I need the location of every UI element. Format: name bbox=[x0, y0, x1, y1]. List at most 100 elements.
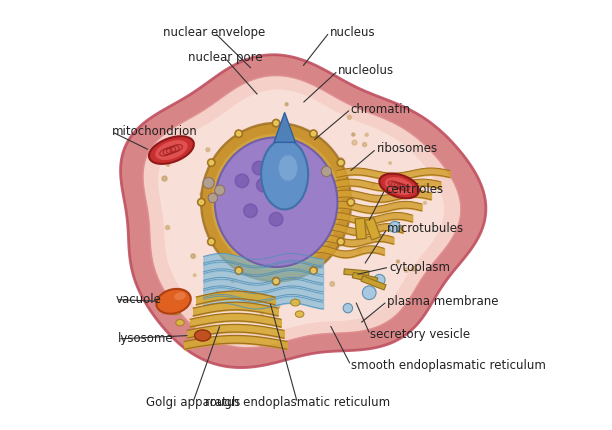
Text: lysosome: lysosome bbox=[118, 332, 174, 345]
Circle shape bbox=[237, 132, 241, 136]
Text: plasma membrane: plasma membrane bbox=[387, 295, 499, 308]
Circle shape bbox=[215, 291, 220, 295]
Text: nucleolus: nucleolus bbox=[338, 64, 394, 77]
Circle shape bbox=[206, 148, 210, 152]
Circle shape bbox=[244, 204, 257, 218]
Circle shape bbox=[302, 151, 305, 154]
Circle shape bbox=[394, 222, 398, 226]
Circle shape bbox=[231, 280, 234, 283]
Text: secretory vesicle: secretory vesicle bbox=[370, 328, 470, 341]
Circle shape bbox=[209, 160, 214, 165]
Circle shape bbox=[166, 163, 170, 166]
Circle shape bbox=[276, 305, 280, 309]
Ellipse shape bbox=[379, 174, 419, 198]
Circle shape bbox=[389, 162, 392, 164]
Circle shape bbox=[239, 247, 243, 251]
Ellipse shape bbox=[385, 177, 413, 195]
Circle shape bbox=[237, 268, 241, 273]
Circle shape bbox=[374, 274, 385, 286]
Circle shape bbox=[357, 248, 362, 252]
Circle shape bbox=[412, 266, 416, 271]
Circle shape bbox=[347, 198, 355, 206]
Text: nucleus: nucleus bbox=[329, 26, 375, 39]
Circle shape bbox=[424, 202, 427, 204]
Circle shape bbox=[371, 183, 375, 187]
Circle shape bbox=[343, 304, 353, 313]
Text: smooth endoplasmatic reticulum: smooth endoplasmatic reticulum bbox=[351, 359, 546, 372]
Polygon shape bbox=[361, 276, 386, 290]
Circle shape bbox=[424, 184, 427, 186]
Circle shape bbox=[337, 238, 345, 246]
Circle shape bbox=[165, 225, 170, 230]
Circle shape bbox=[349, 200, 353, 204]
Ellipse shape bbox=[201, 123, 351, 281]
Ellipse shape bbox=[171, 307, 181, 315]
Polygon shape bbox=[274, 113, 296, 142]
Circle shape bbox=[235, 174, 248, 187]
Text: ribosomes: ribosomes bbox=[376, 142, 438, 155]
Circle shape bbox=[278, 191, 291, 205]
Circle shape bbox=[321, 166, 332, 177]
Circle shape bbox=[310, 267, 317, 274]
Text: vacuole: vacuole bbox=[116, 293, 162, 306]
Polygon shape bbox=[158, 89, 444, 335]
Ellipse shape bbox=[156, 289, 191, 314]
Circle shape bbox=[215, 185, 225, 195]
Circle shape bbox=[221, 292, 224, 295]
Circle shape bbox=[312, 268, 316, 273]
Circle shape bbox=[355, 231, 359, 236]
Circle shape bbox=[269, 212, 283, 226]
Circle shape bbox=[285, 103, 288, 106]
Text: chromatin: chromatin bbox=[351, 102, 411, 116]
Polygon shape bbox=[143, 76, 461, 348]
Circle shape bbox=[235, 130, 242, 138]
Circle shape bbox=[260, 311, 264, 315]
Circle shape bbox=[252, 161, 266, 175]
Ellipse shape bbox=[296, 311, 304, 317]
Circle shape bbox=[274, 279, 278, 283]
Circle shape bbox=[191, 254, 195, 258]
Text: nuclear pore: nuclear pore bbox=[187, 51, 262, 64]
Text: rough endoplasmatic reticulum: rough endoplasmatic reticulum bbox=[205, 396, 390, 409]
Polygon shape bbox=[344, 269, 369, 276]
Text: centrioles: centrioles bbox=[385, 183, 443, 196]
Ellipse shape bbox=[155, 140, 188, 160]
Circle shape bbox=[235, 267, 242, 274]
Circle shape bbox=[207, 159, 215, 166]
Circle shape bbox=[310, 130, 317, 138]
Circle shape bbox=[339, 157, 343, 161]
Text: mitochondrion: mitochondrion bbox=[111, 125, 197, 138]
Circle shape bbox=[352, 140, 357, 145]
Ellipse shape bbox=[176, 319, 184, 326]
Circle shape bbox=[193, 274, 196, 276]
Circle shape bbox=[362, 286, 376, 300]
Polygon shape bbox=[121, 55, 486, 368]
Circle shape bbox=[267, 135, 270, 138]
Circle shape bbox=[232, 217, 236, 221]
Circle shape bbox=[223, 151, 228, 156]
Ellipse shape bbox=[149, 136, 194, 164]
Circle shape bbox=[352, 133, 355, 136]
Circle shape bbox=[208, 193, 217, 203]
Circle shape bbox=[389, 221, 400, 233]
Circle shape bbox=[209, 240, 214, 244]
Ellipse shape bbox=[291, 299, 300, 306]
Circle shape bbox=[200, 192, 205, 197]
Circle shape bbox=[274, 121, 278, 125]
Circle shape bbox=[198, 198, 205, 206]
Ellipse shape bbox=[195, 330, 211, 341]
Text: microtubules: microtubules bbox=[387, 222, 465, 235]
Circle shape bbox=[397, 260, 400, 263]
Text: cytoplasm: cytoplasm bbox=[389, 261, 450, 273]
Circle shape bbox=[312, 132, 316, 136]
Ellipse shape bbox=[278, 155, 297, 181]
Circle shape bbox=[316, 153, 319, 157]
Circle shape bbox=[348, 116, 351, 120]
Polygon shape bbox=[355, 218, 366, 240]
Circle shape bbox=[330, 282, 335, 286]
Circle shape bbox=[272, 277, 280, 285]
Polygon shape bbox=[365, 218, 381, 240]
Polygon shape bbox=[353, 272, 378, 283]
Ellipse shape bbox=[261, 139, 308, 209]
Text: nuclear envelope: nuclear envelope bbox=[163, 26, 265, 39]
